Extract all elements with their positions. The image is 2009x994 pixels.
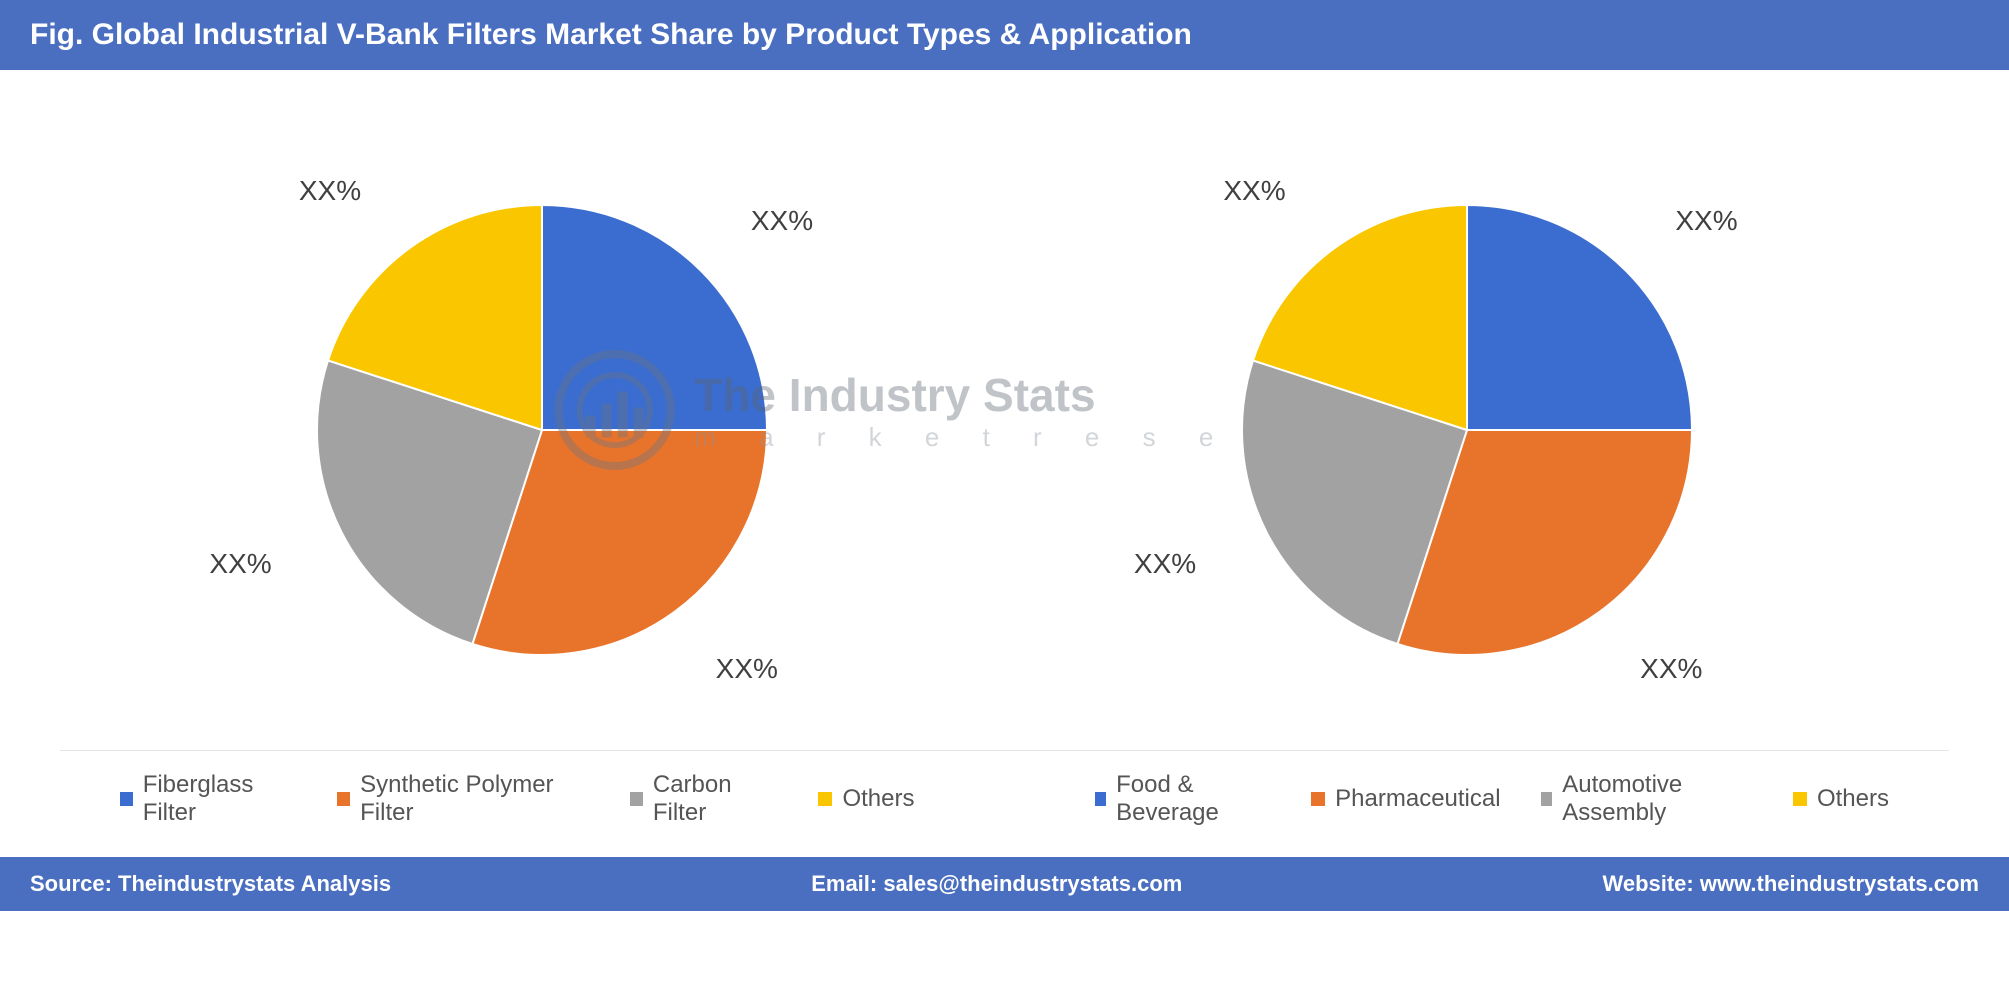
legend-swatch-icon — [1311, 792, 1325, 806]
legend-label: Food & Beverage — [1116, 771, 1271, 827]
legend-label: Carbon Filter — [653, 771, 779, 827]
pie-chart-application: XX% XX% XX% XX% — [1117, 130, 1817, 730]
slice-label: XX% — [716, 653, 778, 685]
legend-label: Others — [842, 785, 914, 813]
legend-item: Pharmaceutical — [1311, 785, 1500, 813]
slice-label: XX% — [1223, 175, 1285, 207]
chart-title-bar: Fig. Global Industrial V-Bank Filters Ma… — [0, 0, 2009, 70]
footer-source: Source: Theindustrystats Analysis — [30, 871, 391, 897]
legend-label: Pharmaceutical — [1335, 785, 1500, 813]
slice-label: XX% — [1640, 653, 1702, 685]
pie-chart-product-types: XX% XX% XX% XX% — [192, 130, 892, 730]
footer-website: Website: www.theindustrystats.com — [1602, 871, 1979, 897]
legend-label: Automotive Assembly — [1562, 771, 1753, 827]
legend-swatch-icon — [818, 792, 832, 806]
legend-product-types: Fiberglass Filter Synthetic Polymer Filte… — [120, 771, 915, 827]
legend-item: Synthetic Polymer Filter — [337, 771, 590, 827]
legend-item: Food & Beverage — [1095, 771, 1272, 827]
slice-label: XX% — [299, 175, 361, 207]
legend-item: Others — [818, 785, 914, 813]
legend-swatch-icon — [120, 792, 133, 806]
legend-swatch-icon — [337, 792, 350, 806]
legend-item: Automotive Assembly — [1541, 771, 1753, 827]
footer-email: Email: sales@theindustrystats.com — [811, 871, 1182, 897]
legend-swatch-icon — [1793, 792, 1807, 806]
legend-swatch-icon — [1095, 792, 1107, 806]
slice-label: XX% — [751, 205, 813, 237]
legend-item: Others — [1793, 785, 1889, 813]
legend-swatch-icon — [630, 792, 643, 806]
pie-slice — [542, 205, 767, 430]
legend-label: Others — [1817, 785, 1889, 813]
legends-container: Fiberglass Filter Synthetic Polymer Filte… — [0, 751, 2009, 857]
slice-label: XX% — [1134, 548, 1196, 580]
legend-label: Fiberglass Filter — [143, 771, 298, 827]
legend-application: Food & Beverage Pharmaceutical Automotive … — [1095, 771, 1890, 827]
legend-label: Synthetic Polymer Filter — [360, 771, 590, 827]
chart-title: Fig. Global Industrial V-Bank Filters Ma… — [30, 18, 1192, 51]
footer-bar: Source: Theindustrystats Analysis Email:… — [0, 857, 2009, 911]
slice-label: XX% — [1675, 205, 1737, 237]
charts-container: XX%XX%XX%XX% The Industry Stats m a r k … — [0, 70, 2009, 750]
slice-label: XX% — [209, 548, 271, 580]
legend-item: Fiberglass Filter — [120, 771, 297, 827]
legend-swatch-icon — [1541, 792, 1553, 806]
pie-slice — [1467, 205, 1692, 430]
legend-item: Carbon Filter — [630, 771, 778, 827]
